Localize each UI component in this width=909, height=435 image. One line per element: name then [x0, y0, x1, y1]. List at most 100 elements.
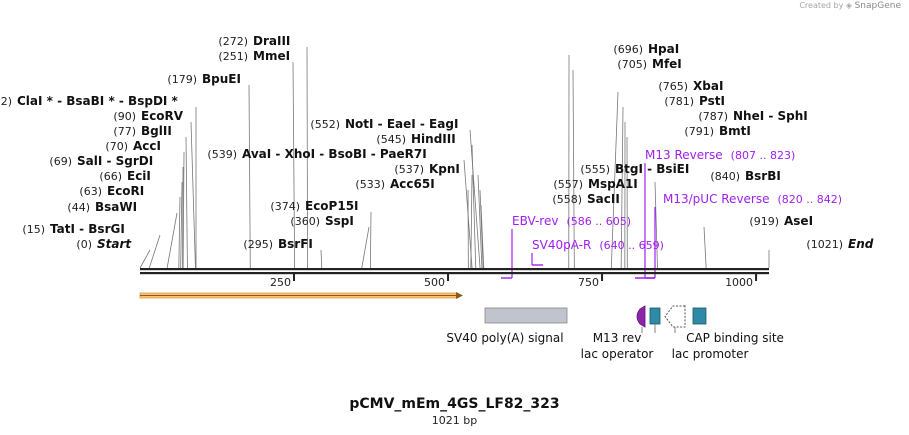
site-position: (251) — [218, 50, 248, 63]
primer-label[interactable]: M13/pUC Reverse (820 .. 842) — [663, 192, 842, 206]
site-position: (919) — [749, 215, 779, 228]
site-label[interactable]: BmtI — [719, 124, 751, 138]
site-line — [480, 204, 485, 269]
site-label[interactable]: AvaI - XhoI - BsoBI - PaeR7I — [242, 147, 427, 161]
orf-feature[interactable] — [139, 292, 463, 299]
lac-operator-box[interactable] — [649, 307, 661, 325]
site-label[interactable]: MmeI — [253, 49, 290, 63]
site-line — [610, 91, 619, 269]
site-position: (558) — [552, 193, 582, 206]
site-position: (787) — [698, 110, 728, 123]
site-position: (90) — [113, 110, 136, 123]
site-line — [166, 212, 178, 269]
site-label[interactable]: PstI — [699, 94, 725, 108]
site-lines — [139, 46, 770, 269]
site-label[interactable]: Acc65I — [390, 177, 435, 191]
site-label[interactable]: ClaI * - BsaBI * - BspDI * — [17, 94, 179, 108]
site-line — [139, 249, 151, 269]
site-labels: (0) Start (15) TatI - BsrGI (44) BsaWI (63) Eco… — [1, 34, 874, 251]
axis-tick-label: 750 — [578, 276, 599, 289]
site-label[interactable]: MfeI — [652, 57, 682, 71]
site-position: (70) — [105, 140, 128, 153]
site-position: (63) — [79, 185, 102, 198]
site-label[interactable]: BsrFI — [278, 237, 313, 251]
site-label[interactable]: SspI — [325, 214, 354, 228]
axis-tick-label: 500 — [424, 276, 445, 289]
site-line — [620, 106, 624, 269]
site-label[interactable]: NotI - EaeI - EagI — [345, 117, 458, 131]
site-label[interactable]: XbaI — [693, 79, 723, 93]
site-label[interactable]: EcoRI — [107, 184, 144, 198]
site-position: (179) — [167, 73, 197, 86]
site-label[interactable]: BpuEI — [202, 72, 241, 86]
site-position: (272) — [218, 35, 248, 48]
site-line — [248, 84, 251, 269]
site-line — [370, 211, 372, 269]
lac-promoter-arrow-icon[interactable] — [664, 305, 686, 328]
site-label[interactable]: AseI — [784, 214, 813, 228]
site-label[interactable]: NheI - SphI — [733, 109, 808, 123]
site-label[interactable]: EcoRV — [141, 109, 184, 123]
site-label[interactable]: SalI - SgrDI — [77, 154, 153, 168]
site-label[interactable]: End — [848, 237, 874, 251]
site-position: (44) — [67, 201, 90, 214]
site-position: (537) — [394, 163, 424, 176]
site-label[interactable]: HindIII — [411, 132, 456, 146]
site-position: (533) — [355, 178, 385, 191]
site-line — [572, 69, 575, 269]
site-position: (539) — [207, 148, 237, 161]
snapgene-logo-icon: ◈ — [845, 1, 853, 10]
primer-label[interactable]: SV40pA-R (640 .. 659) — [532, 238, 664, 252]
credit-brand: SnapGene — [854, 1, 901, 11]
site-label[interactable]: AccI — [133, 139, 161, 153]
site-label[interactable]: BsaWI — [95, 200, 137, 214]
site-label[interactable]: BtgI - BsiEI — [615, 162, 689, 176]
site-line — [703, 226, 707, 269]
site-position: (374) — [270, 200, 300, 213]
site-line — [361, 226, 370, 269]
site-line — [469, 129, 481, 269]
site-line — [320, 249, 323, 269]
site-label[interactable]: DraIII — [253, 34, 290, 48]
site-position: (791) — [684, 125, 714, 138]
site-position: (696) — [613, 43, 643, 56]
site-label[interactable]: EcoP15I — [305, 199, 359, 213]
site-line — [178, 196, 181, 269]
site-label[interactable]: SacII — [587, 192, 620, 206]
cap-binding-site-box[interactable] — [692, 307, 707, 325]
site-line — [470, 174, 473, 269]
site-position: (765) — [658, 80, 688, 93]
backbone-bottom — [140, 272, 769, 275]
polya-signal-box[interactable] — [484, 307, 568, 324]
site-line — [477, 174, 483, 269]
site-label[interactable]: MspA1I — [588, 177, 638, 191]
site-label[interactable]: BsrBI — [745, 169, 781, 183]
site-position: (66) — [99, 170, 122, 183]
map-title: pCMV_mEm_4GS_LF82_323 — [349, 396, 560, 412]
site-line — [479, 189, 484, 269]
site-label[interactable]: TatI - BsrGI — [50, 222, 125, 236]
credit-prefix: Created by — [799, 1, 844, 10]
m13-rev-arrow-icon[interactable] — [636, 305, 646, 328]
lac-operator-label: lac operator — [581, 347, 654, 361]
map-length: 1021 bp — [431, 414, 478, 427]
site-line — [148, 234, 161, 269]
site-line — [180, 181, 183, 269]
primer-label[interactable]: M13 Reverse (807 .. 823) — [645, 148, 795, 162]
site-label[interactable]: KpnI — [429, 162, 460, 176]
site-position: (360) — [290, 215, 320, 228]
site-line — [190, 121, 196, 269]
site-position: (552) — [310, 118, 340, 131]
orf-arrow-head — [456, 292, 463, 299]
site-label[interactable]: Start — [97, 237, 132, 251]
site-line — [182, 151, 185, 269]
site-label[interactable]: EciI — [127, 169, 151, 183]
site-label[interactable]: BglII — [141, 124, 172, 138]
site-label[interactable]: HpaI — [648, 42, 679, 56]
site-line — [306, 46, 308, 269]
primer-label[interactable]: EBV-rev (586 .. 605) — [512, 214, 631, 228]
site-position: (1021) — [806, 238, 843, 251]
site-line — [654, 181, 658, 269]
site-line — [471, 144, 477, 269]
site-position: (781) — [664, 95, 694, 108]
